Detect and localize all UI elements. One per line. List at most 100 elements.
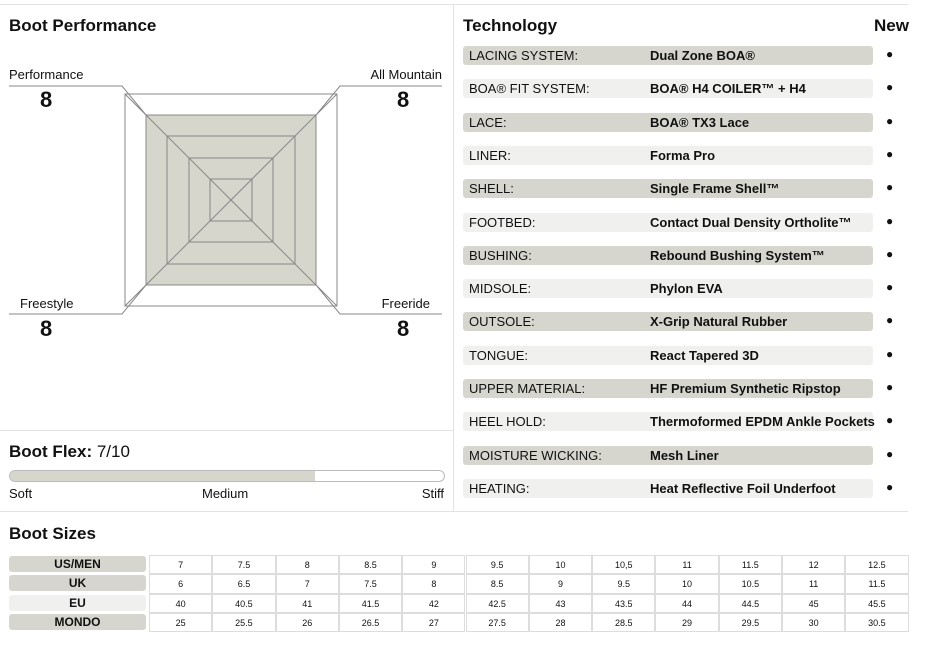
new-marker: ● [886, 413, 894, 428]
new-marker: ● [886, 346, 894, 361]
tech-label: LACE: [469, 114, 507, 130]
tech-row [463, 345, 873, 365]
new-marker: ● [886, 213, 894, 228]
size-cell: 42.5 [465, 593, 529, 613]
section-title: Boot Sizes [9, 524, 96, 543]
flex-scale: Stiff [421, 486, 444, 501]
size-cell: 26 [275, 612, 339, 633]
size-cell: 10.5 [718, 574, 782, 594]
size-cell: 27.5 [465, 612, 529, 633]
rating-label: Freestyle [20, 296, 74, 311]
size-cell: 10,5 [592, 555, 656, 575]
size-cell: 9 [528, 574, 593, 594]
tech-value: Rebound Bushing System™ [650, 247, 825, 263]
divider [0, 511, 908, 512]
new-marker: ● [886, 113, 894, 128]
tech-value: HF Premium Synthetic Ripstop [650, 381, 841, 396]
tech-value: Phylon EVA [650, 281, 723, 297]
radar [9, 85, 442, 315]
tech-value: BOA® TX3 Lace [650, 114, 750, 130]
size-cell: 10 [655, 574, 719, 594]
rating-value: 8 [40, 87, 53, 112]
flex-track [9, 470, 445, 482]
tech-label: BOA® FIT SYSTEM: [469, 81, 590, 97]
rating-label: Freeride [381, 296, 430, 311]
size-cell: 30.5 [845, 612, 909, 633]
tech-label: MIDSOLE: [469, 281, 532, 297]
tech-row [463, 212, 873, 232]
size-cell: 7.5 [338, 574, 403, 594]
tech-value: Contact Dual Density Ortholite™ [650, 214, 852, 230]
new-header: New [874, 16, 909, 35]
new-marker: ● [886, 313, 894, 328]
size-cell: 30 [782, 612, 846, 633]
tech-row [463, 379, 873, 398]
size-cell: 8.5 [465, 574, 529, 594]
size-cell: 11 [782, 574, 846, 594]
flex-label: Boot Flex: 7/10 [9, 442, 130, 462]
size-cell: 44 [655, 593, 719, 613]
tech-row [463, 412, 873, 432]
tech-row [463, 79, 873, 99]
size-cell: 11.5 [845, 574, 909, 594]
size-header: EU [9, 594, 146, 611]
size-cell: 42 [402, 593, 466, 613]
tech-label: MOISTURE WICKING: [469, 447, 602, 463]
tech-row [463, 312, 873, 332]
rating-value: 8 [397, 316, 410, 341]
tech-value: Forma Pro [650, 147, 716, 163]
size-cell: 8 [275, 555, 339, 575]
tech-label: UPPER MATERIAL: [469, 381, 586, 396]
tech-value: Single Frame Shell™ [650, 181, 780, 197]
flex-scale: Soft [9, 486, 33, 501]
size-cell: 9.5 [465, 555, 529, 575]
size-cell: 41 [275, 593, 339, 613]
tech-value: Dual Zone BOA® [650, 48, 755, 63]
new-marker: ● [886, 146, 894, 161]
section-title: Boot Performance [9, 16, 157, 35]
new-marker: ● [886, 479, 894, 494]
tech-row [463, 179, 873, 199]
size-cell: 40.5 [212, 593, 276, 613]
divider [453, 4, 454, 511]
flex-title: Boot Flex: [9, 442, 93, 461]
tech-label: OUTSOLE: [469, 314, 535, 330]
tech-row [463, 279, 873, 299]
tech-label: HEEL HOLD: [469, 414, 546, 430]
rating-label: All Mountain [370, 67, 442, 82]
size-cell: 9.5 [592, 574, 656, 594]
size-cell: 43 [528, 593, 593, 613]
rating-value: 8 [40, 316, 53, 341]
size-cell: 6 [149, 574, 213, 594]
size-cell: 8.5 [338, 555, 403, 575]
tech-value: Mesh Liner [650, 447, 719, 463]
size-cell: 28.5 [592, 612, 656, 633]
size-cell: 9 [402, 555, 466, 575]
size-cell: 10 [528, 555, 593, 575]
tech-label: BUSHING: [469, 247, 532, 263]
tech-row [463, 445, 873, 465]
size-cell: 40 [149, 593, 213, 613]
new-marker: ● [886, 380, 894, 394]
size-cell: 11 [655, 555, 719, 575]
size-cell: 7 [275, 574, 339, 594]
size-cell: 45 [782, 593, 846, 613]
tech-value: BOA® H4 COILER™ + H4 [650, 81, 806, 97]
size-cell: 12.5 [845, 555, 909, 575]
size-cell: 11.5 [718, 555, 782, 575]
size-header: UK [9, 575, 146, 592]
size-header: MONDO [9, 613, 146, 630]
tech-label: TONGUE: [469, 347, 528, 363]
section-title: Technology [463, 16, 558, 35]
tech-row [463, 478, 873, 498]
size-cell: 43.5 [592, 593, 656, 613]
new-marker: ● [886, 80, 894, 95]
new-marker: ● [886, 280, 894, 295]
size-cell: 41.5 [338, 593, 403, 613]
flex-fill [10, 471, 315, 481]
size-cell: 28 [528, 612, 593, 633]
tech-label: FOOTBED: [469, 214, 536, 230]
new-marker: ● [886, 180, 894, 195]
tech-row [463, 112, 873, 132]
